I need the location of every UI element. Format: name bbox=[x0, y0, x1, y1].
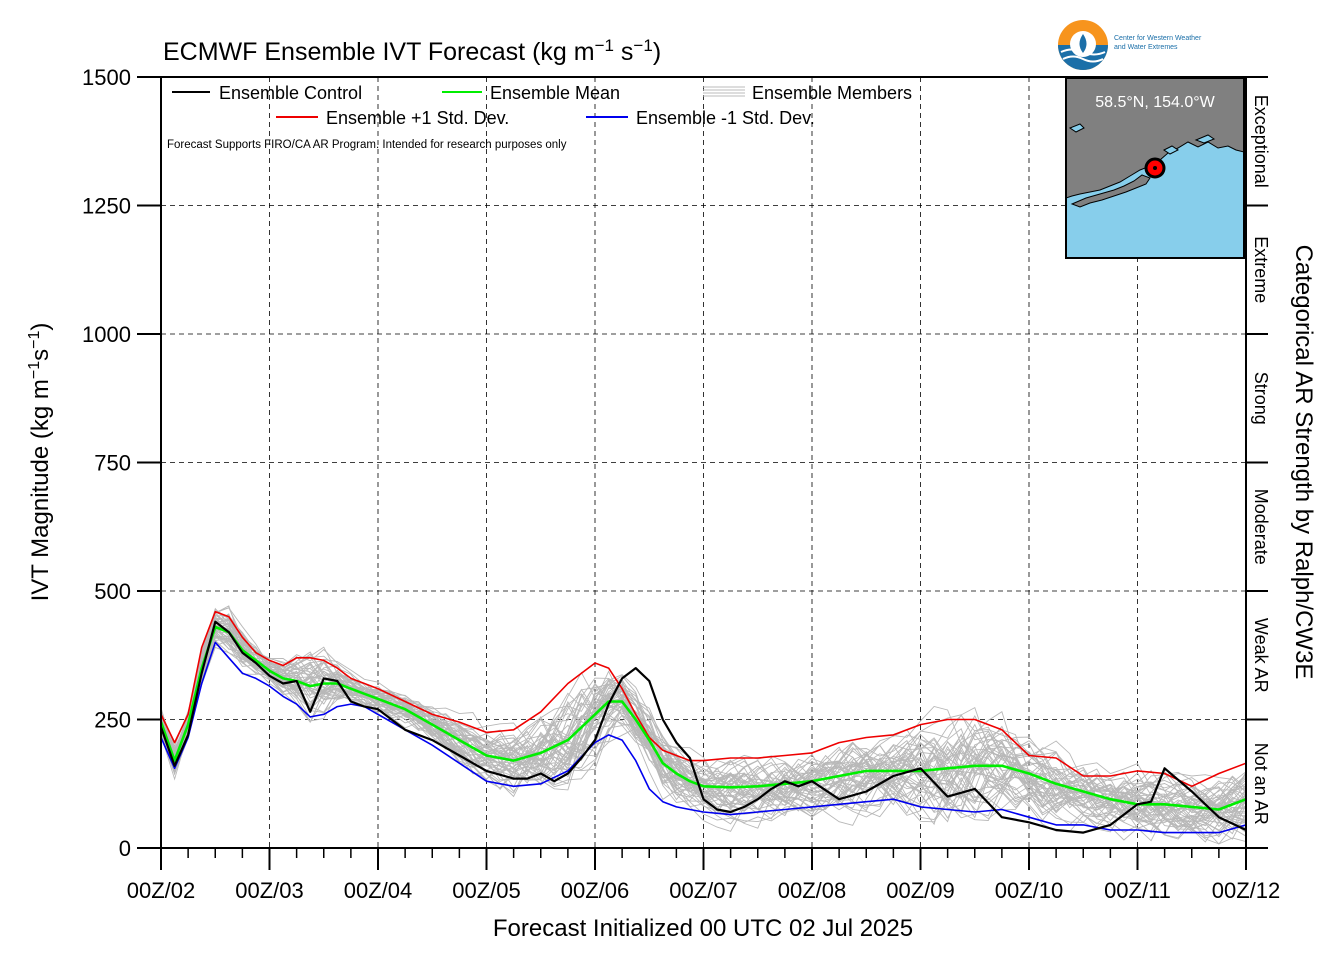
x-tick-label: 00Z/12 bbox=[1212, 878, 1281, 903]
ensemble-series bbox=[161, 610, 1246, 834]
x-tick-label: 00Z/04 bbox=[344, 878, 413, 903]
legend-label-minus-std: Ensemble -1 Std. Dev. bbox=[636, 108, 815, 128]
chart-title: ECMWF Ensemble IVT Forecast (kg m−1 s−1) bbox=[163, 36, 661, 66]
y-tick-label: 1500 bbox=[82, 65, 131, 90]
category-label: Exceptional bbox=[1251, 95, 1271, 188]
logo-text-line1: Center for Western Weather bbox=[1114, 35, 1202, 42]
x-tick-label: 00Z/10 bbox=[995, 878, 1064, 903]
x-tick-label: 00Z/05 bbox=[452, 878, 521, 903]
y-tick-label: 250 bbox=[94, 708, 131, 733]
legend: Ensemble Control Ensemble Mean Ensemble … bbox=[167, 83, 912, 151]
logo-drop-icon bbox=[1079, 34, 1087, 53]
legend-swatch-members bbox=[703, 86, 745, 97]
category-label: Moderate bbox=[1251, 489, 1271, 565]
ensemble-control-line bbox=[161, 620, 1246, 834]
ensemble-minus-std-line bbox=[161, 641, 1246, 834]
right-axis-label: Categorical AR Strength by Ralph/CW3E bbox=[1290, 245, 1317, 680]
research-disclaimer: Forecast Supports FIRO/CA AR Program. In… bbox=[167, 139, 567, 151]
x-tick-label: 00Z/03 bbox=[235, 878, 304, 903]
ensemble-member-line bbox=[161, 624, 1246, 840]
ensemble-member-line bbox=[161, 618, 1246, 845]
inset-land-kodiak bbox=[1070, 174, 1151, 208]
x-axis-label: Forecast Initialized 00 UTC 02 Jul 2025 bbox=[493, 915, 913, 942]
logo-text-line2: and Water Extremes bbox=[1114, 44, 1178, 51]
ensemble-member-line bbox=[161, 619, 1246, 819]
x-tick-label: 00Z/06 bbox=[561, 878, 630, 903]
x-axis: 00Z/02 00Z/03 00Z/04 00Z/05 00Z/06 00Z/07 00Z/… bbox=[127, 848, 1281, 903]
ensemble-member-line bbox=[161, 636, 1246, 834]
y-tick-label: 0 bbox=[119, 836, 131, 861]
category-label: Extreme bbox=[1251, 236, 1271, 303]
logo-water-icon bbox=[1058, 45, 1108, 70]
inset-location-label: 58.5°N, 154.0°W bbox=[1095, 94, 1215, 111]
y-tick-label: 1250 bbox=[82, 194, 131, 219]
y-tick-label: 1000 bbox=[82, 322, 131, 347]
x-tick-label: 00Z/02 bbox=[127, 878, 196, 903]
y-axis: 0 250 500 750 1000 1250 1500 bbox=[82, 65, 161, 861]
x-tick-label: 00Z/11 bbox=[1104, 878, 1171, 903]
y-tick-label: 500 bbox=[94, 579, 131, 604]
category-label: Weak AR bbox=[1251, 618, 1271, 693]
cw3e-logo: Center for Western Weather and Water Ext… bbox=[1058, 20, 1202, 70]
y-axis-label: IVT Magnitude (kg m−1s−1) bbox=[26, 323, 54, 602]
x-tick-label: 00Z/08 bbox=[778, 878, 847, 903]
legend-label-plus-std: Ensemble +1 Std. Dev. bbox=[326, 108, 509, 128]
x-tick-label: 00Z/07 bbox=[669, 878, 738, 903]
ensemble-mean-line bbox=[161, 625, 1246, 811]
inset-frame bbox=[1065, 77, 1245, 259]
category-label: Strong bbox=[1251, 372, 1271, 425]
x-tick-label: 00Z/09 bbox=[886, 878, 955, 903]
category-axis: Not an AR Weak AR Moderate Strong Extreme Exc… bbox=[1246, 76, 1271, 849]
legend-label-mean: Ensemble Mean bbox=[490, 83, 620, 103]
location-inset-map: 58.5°N, 154.0°W bbox=[1065, 77, 1245, 259]
legend-label-control: Ensemble Control bbox=[219, 83, 362, 103]
y-tick-label: 750 bbox=[94, 451, 131, 476]
grid bbox=[161, 77, 1246, 848]
legend-label-members: Ensemble Members bbox=[752, 83, 912, 103]
category-label: Not an AR bbox=[1251, 743, 1271, 825]
ensemble-plus-std-line bbox=[161, 610, 1246, 788]
